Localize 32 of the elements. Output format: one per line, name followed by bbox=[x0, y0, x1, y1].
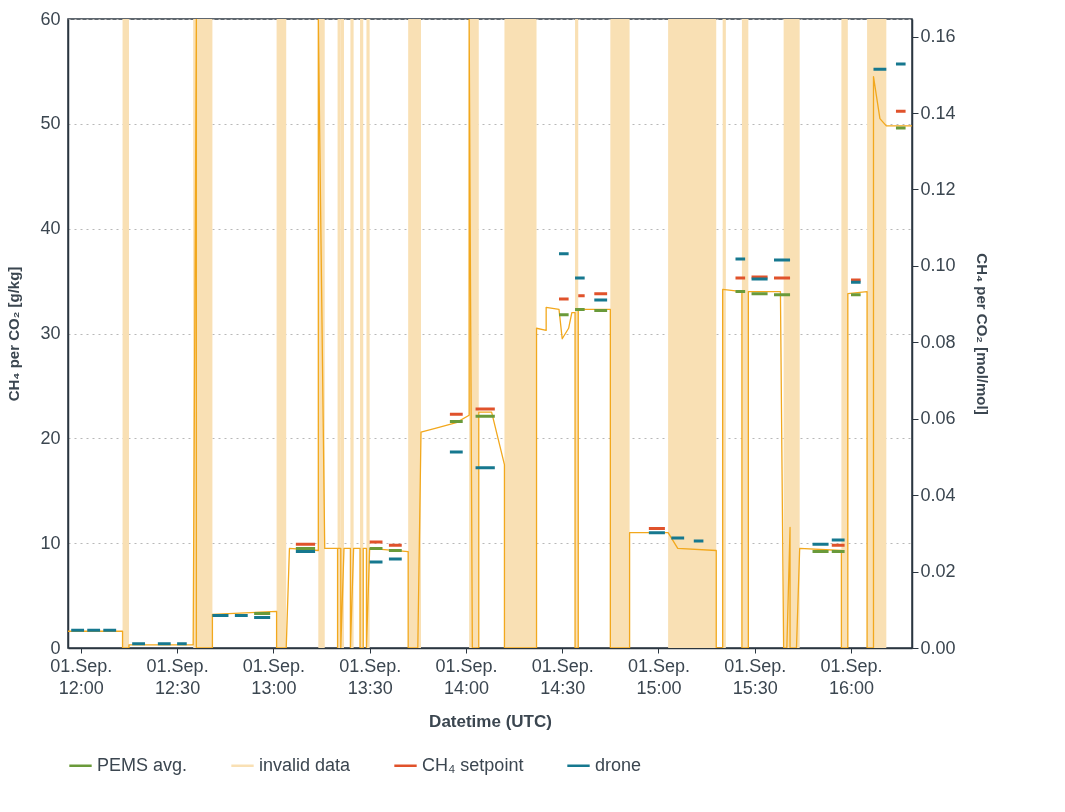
y-tick-label: 50 bbox=[40, 113, 61, 134]
y2-tick-label: 0.12 bbox=[920, 178, 956, 199]
y2-tick-label: 0.06 bbox=[920, 408, 956, 429]
legend-label: invalid data bbox=[259, 754, 352, 775]
x-tick-label: 01.Sep. 16:00 bbox=[820, 655, 883, 698]
y-tick-label: 30 bbox=[40, 323, 61, 343]
x-tick-label: 01.Sep. 13:30 bbox=[339, 655, 402, 698]
y2-axis-title: CH₄ per CO₂ [mol/mol] bbox=[973, 253, 991, 415]
x-tick-label: 01.Sep. 14:00 bbox=[435, 655, 498, 698]
x-axis-title: Datetime (UTC) bbox=[429, 711, 552, 731]
y-axis-title: CH₄ per CO₂ [g/kg] bbox=[5, 266, 23, 402]
y2-tick-label: 0.10 bbox=[920, 255, 956, 276]
y-tick-label: 40 bbox=[40, 218, 61, 239]
y2-tick-label: 0.00 bbox=[920, 637, 956, 658]
x-tick-label: 01.Sep. 15:30 bbox=[724, 655, 787, 698]
x-tick-label: 01.Sep. 13:00 bbox=[242, 655, 305, 698]
y-tick-label: 10 bbox=[40, 532, 61, 553]
y2-tick-label: 0.08 bbox=[920, 331, 956, 352]
y-tick-label: 20 bbox=[40, 427, 61, 448]
legend-label: PEMS avg. bbox=[97, 754, 188, 775]
y2-tick-label: 0.14 bbox=[920, 102, 956, 123]
x-tick-label: 01.Sep. 15:00 bbox=[627, 655, 691, 698]
y-tick-label: 0 bbox=[50, 637, 61, 658]
y2-tick-label: 0.04 bbox=[920, 484, 956, 505]
y-tick-label: 60 bbox=[40, 8, 61, 29]
legend-label: drone bbox=[595, 754, 642, 775]
x-tick-label: 01.Sep. 14:30 bbox=[531, 655, 594, 698]
x-tick-label: 01.Sep. 12:30 bbox=[146, 655, 209, 698]
legend-label: CH₄ setpoint bbox=[422, 754, 524, 775]
x-tick-label: 01.Sep. 12:00 bbox=[50, 655, 113, 698]
y2-tick-label: 0.16 bbox=[920, 26, 956, 47]
y2-tick-label: 0.02 bbox=[920, 561, 956, 582]
